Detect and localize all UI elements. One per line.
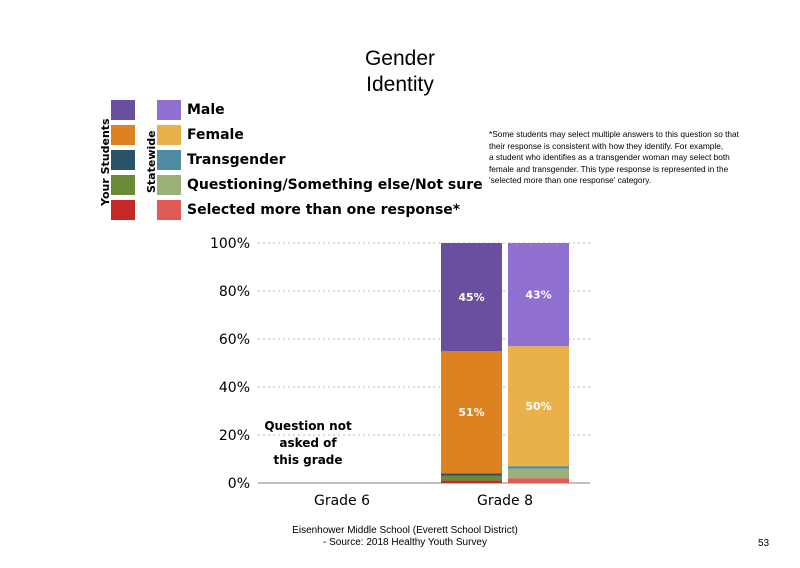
footnote: *Some students may select multiple answe… [489, 129, 779, 187]
data-label: 43% [525, 289, 551, 302]
legend-swatch-female-your [111, 125, 135, 145]
y-tick-label: 40% [219, 380, 250, 396]
footnote-line: their response is consistent with how th… [489, 140, 724, 151]
not-asked-annotation: Question not [264, 419, 352, 433]
chart-title: Gender Identity [300, 46, 500, 98]
y-tick-label: 60% [219, 332, 250, 348]
legend-label-questioning: Questioning/Something else/Not sure [187, 177, 483, 193]
bar-segment [441, 480, 502, 483]
legend-swatch-questioning-state [157, 175, 181, 195]
not-asked-annotation: asked of [279, 436, 337, 450]
bar-segment [508, 478, 569, 483]
bar-segment [441, 243, 502, 351]
bar-segment [508, 243, 569, 347]
y-tick-label: 100% [210, 236, 250, 252]
legend-swatch-transgender-state [157, 150, 181, 170]
x-tick-label: Grade 8 [477, 493, 533, 509]
legend-label-female: Female [187, 127, 244, 143]
bar-segment [441, 475, 502, 481]
bar-segment [441, 473, 502, 476]
data-label: 50% [525, 400, 551, 413]
bar-segment [508, 468, 569, 479]
y-tick-label: 20% [219, 428, 250, 444]
not-asked-annotation: this grade [273, 453, 342, 467]
footnote-line: female and transgender. This type respon… [489, 163, 729, 174]
legend-label-male: Male [187, 102, 225, 118]
chart-title-line-2: Identity [366, 73, 434, 96]
page-number: 53 [758, 538, 770, 549]
footer-source: Eisenhower Middle School (Everett School… [270, 525, 540, 549]
legend-swatch-female-state [157, 125, 181, 145]
legend-swatch-questioning-your [111, 175, 135, 195]
legend-swatch-male-your [111, 100, 135, 120]
footer-line: - Source: 2018 Healthy Youth Survey [323, 537, 487, 548]
y-tick-label: 0% [228, 476, 250, 492]
bar-segment [441, 351, 502, 474]
bar-segment [508, 466, 569, 469]
y-tick-label: 80% [219, 284, 250, 300]
legend-swatch-transgender-your [111, 150, 135, 170]
footer-line: Eisenhower Middle School (Everett School… [292, 525, 518, 536]
legend-swatch-male-state [157, 100, 181, 120]
legend-label-multiple: Selected more than one response* [187, 202, 461, 218]
footnote-line: *Some students may select multiple answe… [489, 129, 739, 139]
legend-swatch-multiple-state [157, 200, 181, 220]
x-tick-label: Grade 6 [314, 493, 370, 509]
data-label: 51% [458, 406, 484, 419]
data-label: 45% [458, 291, 484, 304]
legend-swatch-multiple-your [111, 200, 135, 220]
bar-segment [508, 346, 569, 467]
footnote-line: a student who identifies as a transgende… [489, 152, 730, 162]
legend-label-transgender: Transgender [187, 152, 286, 168]
footnote-line: 'selected more than one response' catego… [489, 175, 652, 185]
chart-title-line-1: Gender [364, 47, 436, 70]
